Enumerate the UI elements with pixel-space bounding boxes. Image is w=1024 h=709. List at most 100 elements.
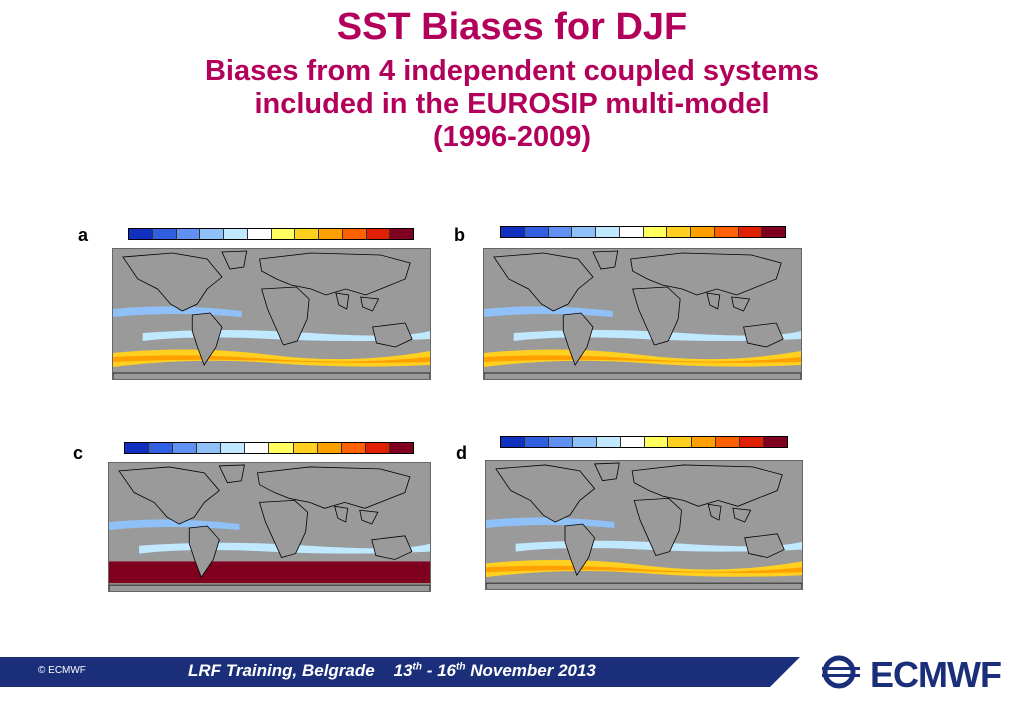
colorbar-swatch: [524, 437, 549, 447]
land-outline: [493, 252, 594, 312]
colorbar-swatch: [619, 227, 644, 237]
ecmwf-logo-icon: [822, 655, 860, 689]
footer-date-start-sup: th: [412, 661, 422, 673]
land-outline: [744, 533, 785, 558]
page-title: SST Biases for DJF: [336, 6, 688, 48]
colorbar-c: [124, 442, 414, 454]
colorbar-swatch: [197, 443, 222, 453]
land-outline: [334, 505, 379, 525]
colorbar-swatch: [341, 443, 366, 453]
footer-band: [0, 657, 800, 687]
land-outline: [122, 252, 223, 312]
colorbar-d: [500, 436, 788, 448]
land-outline: [564, 523, 596, 577]
colorbar-swatch: [501, 227, 525, 237]
colorbar-swatch: [764, 437, 788, 447]
colorbar-swatch: [572, 227, 596, 237]
colorbar-swatch: [293, 443, 318, 453]
sst-map-a: [112, 248, 431, 380]
land-outline: [258, 500, 309, 558]
footer-event-name: LRF Training, Belgrade: [188, 661, 375, 680]
panel-label-b: b: [454, 225, 465, 245]
land-outline: [630, 252, 782, 296]
land-outline: [261, 286, 310, 346]
colorbar-swatch: [342, 229, 367, 239]
land-outline: [486, 582, 802, 589]
land-outline: [743, 322, 784, 348]
colorbar-swatch: [247, 229, 272, 239]
colorbar-swatch: [269, 443, 294, 453]
colorbar-swatch: [548, 227, 573, 237]
colorbar-a: [128, 228, 414, 240]
colorbar-swatch: [524, 227, 549, 237]
colorbar-swatch: [271, 229, 296, 239]
land-outline: [592, 250, 619, 270]
colorbar-swatch: [176, 229, 201, 239]
ecmwf-logo-text: ECMWF: [870, 654, 1002, 695]
subtitle-line-3: (1996-2009): [433, 121, 591, 153]
footer-date-end: November 2013: [465, 661, 596, 680]
colorbar-swatch: [596, 227, 620, 237]
colorbar-swatch: [295, 229, 319, 239]
colorbar-swatch: [691, 227, 715, 237]
colorbar-swatch: [366, 229, 391, 239]
colorbar-swatch: [149, 443, 174, 453]
land-outline: [706, 292, 751, 312]
land-outline: [633, 498, 682, 556]
land-outline: [191, 312, 223, 366]
land-outline: [188, 525, 220, 579]
footer-date-end-sup: th: [456, 661, 466, 673]
colorbar-swatch: [319, 229, 343, 239]
sst-map-b: [483, 248, 802, 380]
colorbar-swatch: [620, 437, 645, 447]
land-outline: [371, 535, 413, 560]
land-outline: [118, 466, 220, 525]
subtitle-line-1: Biases from 4 independent coupled system…: [204, 55, 819, 87]
colorbar-swatch: [596, 437, 621, 447]
colorbar-swatch: [667, 227, 691, 237]
land-outline: [335, 292, 380, 312]
sst-map-c: [108, 462, 431, 592]
colorbar-swatch: [245, 443, 270, 453]
land-outline: [221, 250, 248, 270]
colorbar-swatch: [644, 437, 669, 447]
world-map-graphic: [484, 249, 801, 379]
colorbar-swatch: [129, 229, 153, 239]
land-outline: [594, 462, 620, 482]
colorbar-swatch: [152, 229, 177, 239]
colorbar-swatch: [317, 443, 342, 453]
colorbar-swatch: [125, 443, 150, 453]
land-outline: [259, 252, 411, 296]
colorbar-swatch: [692, 437, 717, 447]
bias-region: [486, 565, 802, 574]
land-outline: [218, 464, 245, 484]
land-outline: [495, 464, 596, 523]
footer-date-sep: - 16: [422, 661, 457, 680]
panel-label-c: c: [73, 443, 84, 463]
colorbar-swatch: [716, 437, 741, 447]
land-outline: [256, 466, 411, 509]
bias-region: [484, 355, 801, 363]
colorbar-b: [500, 226, 786, 238]
world-map-graphic: [486, 461, 802, 589]
land-outline: [109, 584, 430, 591]
land-outline: [562, 312, 594, 366]
panel-label-a: a: [78, 225, 89, 245]
footer-event: LRF Training, Belgrade 13th - 16th Novem…: [188, 661, 596, 681]
colorbar-swatch: [643, 227, 668, 237]
colorbar-swatch: [714, 227, 739, 237]
colorbar-swatch: [221, 443, 246, 453]
world-map-graphic: [109, 463, 430, 591]
copyright-text: © ECMWF: [38, 665, 86, 676]
colorbar-swatch: [224, 229, 248, 239]
land-outline: [632, 286, 681, 346]
colorbar-swatch: [668, 437, 693, 447]
land-outline: [484, 372, 801, 379]
land-outline: [113, 372, 430, 379]
land-outline: [707, 503, 752, 523]
colorbar-swatch: [501, 437, 525, 447]
colorbar-swatch: [738, 227, 763, 237]
bias-region: [113, 355, 430, 363]
subtitle-line-2: included in the EUROSIP multi-model: [254, 88, 770, 120]
page-subtitle: Biases from 4 independent coupled system…: [0, 55, 1024, 154]
